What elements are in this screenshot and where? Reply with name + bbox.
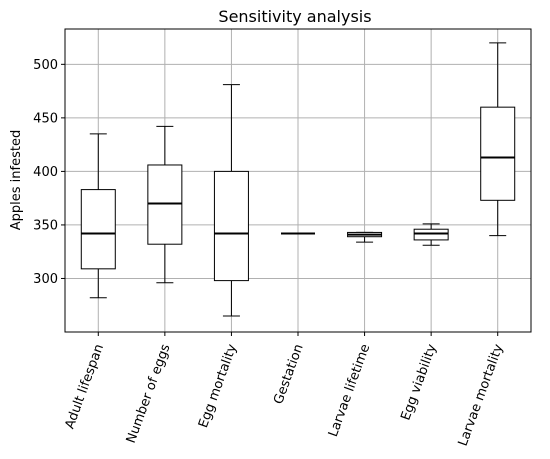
y-tick-label: 350 xyxy=(33,218,58,233)
boxes xyxy=(80,42,516,317)
x-tick-label: Larvae lifetime xyxy=(326,342,373,439)
iqr-box xyxy=(480,106,516,201)
box-adult-lifespan xyxy=(80,133,116,299)
box-larvae-lifetime xyxy=(347,231,383,243)
y-tick-label: 300 xyxy=(33,272,58,287)
y-tick-label: 500 xyxy=(33,58,58,73)
x-tick-label: Gestation xyxy=(271,342,307,406)
x-tick-label: Number of eggs xyxy=(124,342,174,445)
iqr-box xyxy=(147,164,183,245)
chart-title: Sensitivity analysis xyxy=(218,7,371,26)
box-egg-mortality xyxy=(213,84,249,317)
box-number-of-eggs xyxy=(147,125,183,284)
x-tick-label: Egg viability xyxy=(398,342,440,423)
iqr-box xyxy=(413,228,449,241)
x-tick-label: Egg mortality xyxy=(196,342,240,430)
y-tick-label: 450 xyxy=(33,111,58,126)
x-tick-label: Larvae mortality xyxy=(456,342,507,448)
iqr-box xyxy=(213,170,249,282)
box-larvae-mortality xyxy=(480,42,516,237)
grid xyxy=(65,29,531,332)
y-axis-ticks: 300 350 400 450 500 xyxy=(33,58,65,287)
y-axis-label: Apples infested xyxy=(9,130,24,230)
y-tick-label: 400 xyxy=(33,165,58,180)
x-tick-label: Adult lifespan xyxy=(62,342,107,431)
iqr-box xyxy=(80,189,116,270)
x-axis-ticks: Adult lifespan Number of eggs Egg mortalit… xyxy=(62,332,507,448)
box-egg-viability xyxy=(413,223,449,246)
